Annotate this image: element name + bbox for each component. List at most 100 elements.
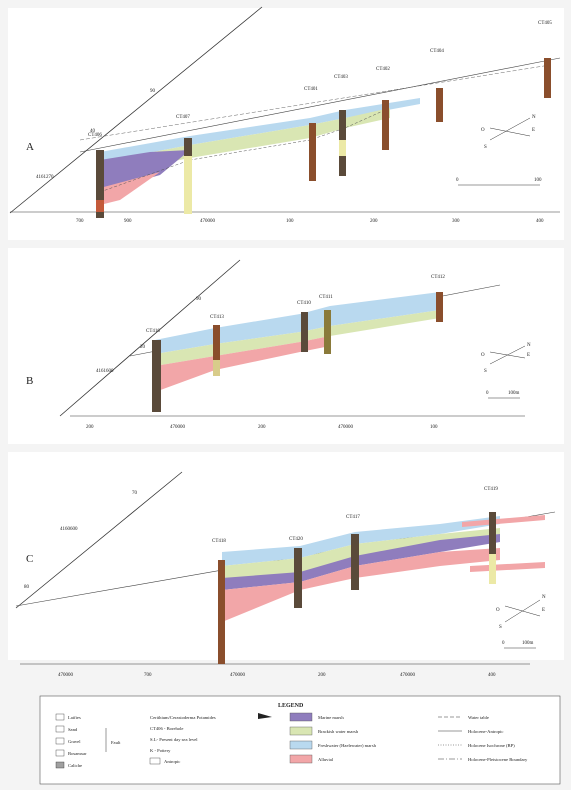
scale-tick: 0 — [502, 641, 505, 646]
section-a-water-table — [79, 64, 551, 141]
section-c-marine-layer — [222, 534, 500, 590]
section-a-compass: O E S N — [481, 115, 536, 150]
borehole-label: CT401 — [304, 87, 318, 92]
legend-symbol-item: K - Pottery — [150, 748, 171, 753]
section-b-compass: O E S N — [481, 343, 531, 374]
section-b-axis-ticks: 200 470000 200 470000 100 — [86, 425, 438, 430]
legend-facies: Marine marsh Brackish water marsh Freshw… — [289, 712, 377, 764]
compass-label: N — [542, 595, 546, 600]
section-c-freshwater-layer — [222, 516, 500, 566]
section-a-axis-ticks: 700 900 470000 100 200 300 400 — [76, 219, 544, 224]
axis-tick: 100 — [286, 219, 294, 224]
borehole-label: CT417 — [346, 515, 360, 520]
scale-tick: 100m — [508, 391, 520, 396]
section-b-scale-bar: 0 100m — [486, 391, 520, 399]
section-c-label: C — [26, 553, 33, 565]
borehole-label: CT402 — [376, 67, 390, 72]
legend-lithology-item: Caliche — [68, 763, 82, 768]
legend-line-item: Holocene-Pleistocene Boundary — [468, 757, 528, 762]
borehole-ct407 — [184, 138, 192, 156]
section-c-diagonal — [15, 471, 183, 609]
coordinate-label: 4161270 — [36, 175, 54, 180]
legend-lithology: Laifies Sand Gravel Bosamxar Caliche Fau… — [55, 713, 121, 769]
borehole-label: CT419 — [484, 487, 498, 492]
coordinate-label: 4161600 — [96, 369, 114, 374]
section-b-brackish-layer — [155, 310, 440, 366]
borehole-ct410 — [301, 312, 308, 352]
borehole-ct406-base — [96, 200, 104, 212]
legend-symbol-item: Antropic — [164, 759, 180, 764]
legend-lithology-item: Bosamxar — [68, 751, 87, 756]
section-a-diagonal — [9, 6, 263, 214]
section-c-scale-bar: 0 100m — [502, 641, 536, 649]
shell-symbol — [258, 713, 272, 719]
scale-tick: 0 — [486, 391, 489, 396]
legend-facies-item: Freshwater (Haelewater) marsh — [318, 743, 377, 748]
section-a-marine-layer — [100, 150, 190, 192]
section-a-boreholes — [96, 58, 551, 218]
borehole-label: CT412 — [431, 275, 445, 280]
legend-symbol-item: CT406 - Borehole — [150, 726, 183, 731]
legend: LEGEND Laifies Sand Gravel Bosamxar Cali… — [39, 695, 561, 785]
borehole-ct413-silt — [213, 360, 220, 376]
borehole-ct402 — [382, 100, 389, 150]
borehole-ct420 — [294, 548, 302, 608]
scale-tick: 0 — [456, 178, 459, 183]
borehole-label: CT413 — [210, 315, 224, 320]
borehole-ct407-base — [184, 156, 192, 214]
borehole-ct403-sand — [339, 140, 346, 156]
diagonal-label: 70 — [132, 491, 138, 496]
borehole-label: CT405 — [538, 21, 552, 26]
borehole-label: CT404 — [430, 49, 444, 54]
borehole-label: CT403 — [334, 75, 348, 80]
section-c-axis-ticks: 470000 700 470000 200 470000 400 — [58, 673, 496, 678]
axis-tick: 300 — [452, 219, 460, 224]
axis-tick: 400 — [536, 219, 544, 224]
legend-lines: Water table Holocene-Antropic Holocene I… — [438, 715, 528, 762]
legend-symbol-item: Cerithium/Cerastoderma Potamides — [150, 715, 216, 720]
coordinate-label: 4160600 — [60, 527, 78, 532]
axis-tick: 700 — [144, 673, 152, 678]
borehole-ct404 — [436, 88, 443, 122]
diagonal-label: 90 — [196, 297, 202, 302]
compass-label: O — [496, 608, 500, 613]
section-b-label: B — [26, 375, 33, 387]
elevation-label: 40 — [90, 129, 96, 134]
section-c-alluvial-layer — [222, 548, 500, 622]
borehole-label: CT411 — [319, 295, 333, 300]
legend-lithology-item: Gravel — [68, 739, 81, 744]
compass-label: S — [484, 369, 487, 374]
section-c-alluvial-lens-1 — [462, 515, 545, 527]
axis-tick: 100 — [430, 425, 438, 430]
axis-tick: 470000 — [170, 425, 186, 430]
legend-line-item: Holocene-Antropic — [468, 729, 503, 734]
compass-label: E — [532, 128, 535, 133]
legend-fault-label: Fault — [111, 740, 121, 745]
section-b-alluvial-layer — [155, 336, 330, 392]
borehole-ct419-sand — [489, 554, 496, 584]
borehole-label: CT416 — [146, 329, 160, 334]
borehole-ct416 — [152, 340, 161, 412]
elevation-label: 80 — [24, 585, 30, 590]
legend-line-item: Water table — [468, 715, 489, 720]
borehole-ct413 — [213, 325, 220, 375]
legend-facies-item: Brackish water marsh — [318, 729, 359, 734]
borehole-label: CT407 — [176, 115, 190, 120]
legend-title: LEGEND — [278, 703, 304, 709]
axis-tick: 470000 — [338, 425, 354, 430]
compass-label: E — [527, 353, 530, 358]
borehole-ct417 — [351, 534, 359, 590]
compass-label: O — [481, 353, 485, 358]
section-a: CT406 CT407 CT401 CT403 CT402 CT404 CT40… — [8, 6, 564, 240]
axis-tick: 200 — [86, 425, 94, 430]
section-a-label: A — [26, 141, 34, 153]
legend-line-item: Holocene Isochrone (BP) — [468, 743, 515, 748]
section-b-freshwater-layer — [155, 292, 440, 354]
borehole-label: CT406 — [88, 133, 102, 138]
axis-tick: 200 — [370, 219, 378, 224]
axis-tick: 400 — [488, 673, 496, 678]
axis-tick: 200 — [318, 673, 326, 678]
scale-tick: 100 — [534, 178, 542, 183]
